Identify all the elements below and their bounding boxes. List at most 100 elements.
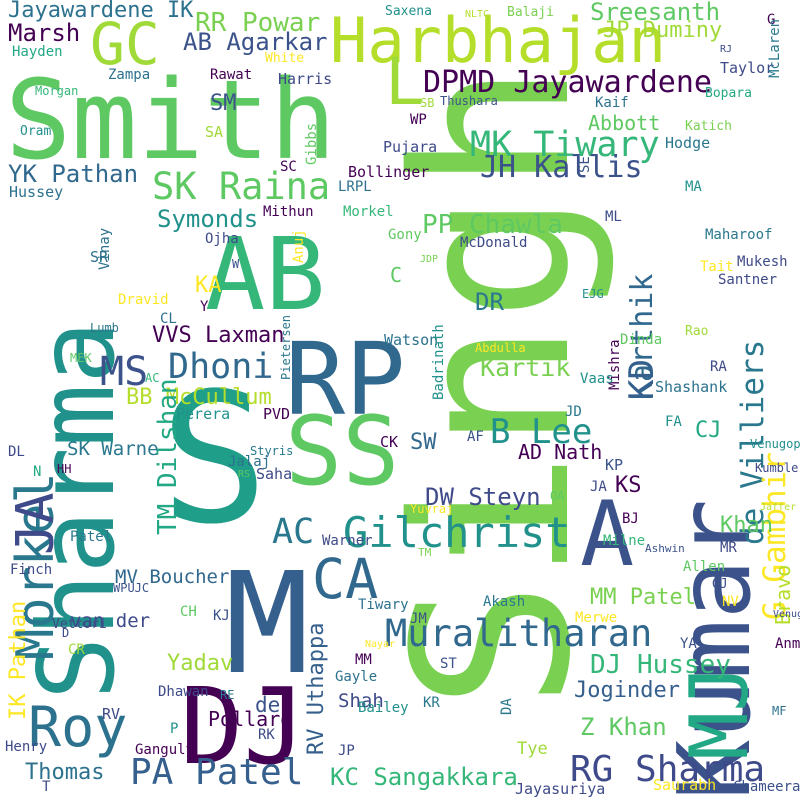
cloud-word: JP Duminy bbox=[603, 18, 723, 43]
cloud-word: NV bbox=[722, 594, 739, 610]
cloud-word: BB McCullum bbox=[126, 385, 272, 410]
cloud-word: KC Sangakkara bbox=[330, 763, 518, 791]
cloud-word: P bbox=[170, 721, 179, 737]
cloud-word: L bbox=[385, 45, 425, 120]
cloud-word: van der bbox=[70, 610, 151, 632]
cloud-word: Zampa bbox=[108, 67, 151, 83]
cloud-word: Pujara bbox=[383, 138, 438, 156]
cloud-word: CA bbox=[312, 547, 379, 611]
cloud-word: Gony bbox=[388, 227, 422, 243]
cloud-word: YA bbox=[680, 636, 697, 652]
cloud-word: WPUJC bbox=[113, 581, 150, 595]
cloud-word: SS bbox=[285, 397, 400, 507]
cloud-word: RJ bbox=[720, 44, 733, 55]
cloud-word: Hayden bbox=[12, 44, 63, 60]
cloud-word: GJ bbox=[712, 577, 728, 592]
cloud-word: Dhawan bbox=[158, 684, 209, 700]
cloud-word: NLTC bbox=[465, 9, 490, 20]
cloud-word: TM Dilshan bbox=[153, 378, 183, 535]
cloud-word: DA bbox=[499, 698, 515, 715]
cloud-word: Bailey bbox=[358, 700, 409, 716]
cloud-word: KP bbox=[605, 456, 624, 474]
cloud-word: AD Nath bbox=[518, 440, 603, 464]
cloud-word: Kaif bbox=[595, 95, 629, 111]
cloud-word: Venugopal bbox=[773, 609, 800, 620]
cloud-word: Gilchrist bbox=[343, 508, 571, 557]
cloud-word: Sreesanth bbox=[590, 0, 721, 26]
cloud-word: Anmolpreet bbox=[775, 636, 800, 652]
cloud-word: Mukesh bbox=[737, 254, 788, 270]
cloud-word: JM bbox=[410, 611, 427, 627]
cloud-word: SE bbox=[577, 156, 593, 173]
cloud-word: Taylor bbox=[720, 59, 775, 77]
cloud-word: PP Chawla bbox=[422, 210, 563, 240]
cloud-word: RS bbox=[238, 469, 251, 480]
cloud-word: MS bbox=[100, 349, 149, 395]
cloud-word: T bbox=[42, 779, 51, 795]
cloud-word: Bopara bbox=[705, 86, 752, 101]
cloud-word: AC bbox=[272, 512, 315, 552]
cloud-word: White bbox=[265, 51, 305, 66]
cloud-word: CL bbox=[160, 311, 177, 327]
cloud-word: Saxena bbox=[385, 4, 432, 19]
cloud-word: DL bbox=[8, 444, 25, 460]
cloud-word: Y bbox=[200, 299, 209, 315]
cloud-word: Ganguly bbox=[135, 742, 195, 758]
cloud-word: OA bbox=[550, 489, 565, 503]
cloud-word: JA bbox=[6, 492, 66, 555]
cloud-word: Rao bbox=[685, 324, 709, 339]
cloud-word: RK bbox=[258, 727, 275, 743]
cloud-word: Vaas bbox=[580, 371, 614, 387]
cloud-word: Lumb bbox=[90, 321, 119, 335]
cloud-word: BJ bbox=[622, 511, 639, 527]
cloud-word: CK bbox=[380, 433, 399, 451]
cloud-word: Tait bbox=[700, 259, 734, 275]
cloud-word: LRPL bbox=[338, 179, 372, 195]
cloud-word: Symonds bbox=[157, 205, 259, 233]
cloud-word: JDP bbox=[420, 254, 439, 265]
cloud-word: Kumble bbox=[755, 461, 799, 475]
cloud-word: C bbox=[390, 263, 403, 287]
cloud-word: JH Kallis bbox=[480, 150, 643, 185]
cloud-word: Perera bbox=[176, 405, 231, 423]
cloud-word: Gibbs bbox=[304, 122, 320, 165]
cloud-word: Abdulla bbox=[475, 341, 526, 355]
cloud-word: Patel bbox=[70, 529, 113, 545]
cloud-word: B Lee bbox=[490, 412, 593, 452]
cloud-word: AB bbox=[205, 216, 326, 333]
cloud-word: DW Steyn bbox=[425, 483, 541, 511]
cloud-word: Watson bbox=[384, 331, 439, 349]
cloud-word: DJ bbox=[180, 666, 307, 788]
cloud-word: PA Patel bbox=[130, 752, 304, 793]
cloud-word: Khan bbox=[720, 513, 773, 538]
cloud-word: Thomas bbox=[25, 760, 105, 785]
cloud-word: RA bbox=[710, 359, 727, 375]
cloud-word: DR bbox=[475, 288, 504, 316]
cloud-word: SW bbox=[410, 430, 437, 455]
cloud-word: Ashwin bbox=[645, 542, 685, 555]
cloud-word: FA bbox=[665, 414, 682, 430]
cloud-word: VVS Laxman bbox=[152, 323, 285, 348]
cloud-word: Santner bbox=[718, 272, 778, 288]
cloud-word: Vettori bbox=[52, 617, 107, 632]
cloud-word: Abbott bbox=[588, 111, 661, 135]
cloud-word: Badrinath bbox=[431, 324, 447, 400]
cloud-word: Muralitharan bbox=[385, 612, 653, 655]
cloud-word: MM Patel bbox=[590, 585, 696, 610]
cloud-word: D bbox=[62, 626, 70, 640]
cloud-word: Morkel bbox=[343, 204, 394, 220]
cloud-word: HH bbox=[57, 462, 72, 476]
cloud-word: EJG bbox=[582, 287, 604, 301]
cloud-word: M Kartik bbox=[450, 353, 571, 382]
cloud-word: AF bbox=[467, 429, 484, 445]
cloud-word: Henry bbox=[5, 739, 48, 755]
cloud-word: JA bbox=[590, 479, 607, 495]
cloud-word: Morgan bbox=[35, 84, 79, 98]
cloud-word: AB Agarkar bbox=[183, 28, 328, 56]
cloud-word: Shashank bbox=[655, 378, 728, 396]
cloud-word: Maharoof bbox=[705, 227, 773, 243]
cloud-word: S bbox=[160, 355, 269, 564]
cloud-word: Pollard bbox=[208, 707, 293, 731]
cloud-word: Tiwary bbox=[358, 597, 409, 613]
